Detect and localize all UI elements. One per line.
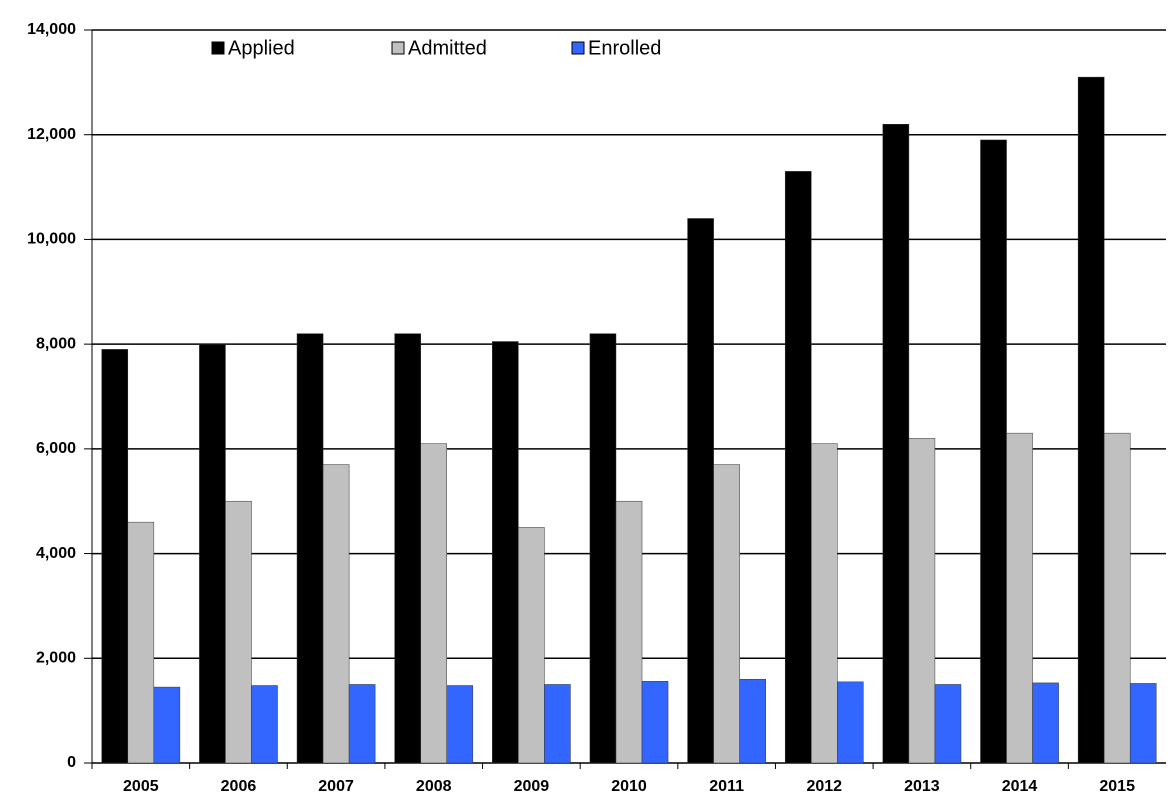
y-tick-label: 4,000 — [36, 545, 76, 562]
x-tick-label: 2013 — [904, 778, 940, 795]
bar — [713, 464, 740, 764]
bar — [101, 349, 129, 764]
legend-swatch — [391, 41, 405, 55]
y-tick-label: 0 — [67, 754, 76, 771]
bar — [641, 681, 669, 764]
x-tick-label: 2009 — [514, 778, 550, 795]
bar — [837, 681, 864, 764]
bar — [322, 464, 350, 764]
legend-label: Applied — [228, 37, 295, 59]
y-tick-label: 8,000 — [36, 335, 76, 352]
bar — [153, 686, 181, 764]
bar — [296, 333, 324, 764]
legend-swatch — [571, 41, 585, 55]
legend-label: Enrolled — [588, 37, 661, 59]
bar — [348, 684, 376, 764]
bar — [127, 521, 155, 764]
bar — [251, 685, 278, 764]
bar — [934, 684, 962, 764]
bar — [225, 500, 252, 764]
bar — [882, 123, 910, 764]
bar — [1103, 432, 1131, 764]
bar — [739, 678, 766, 764]
x-tick-label: 2008 — [416, 778, 452, 795]
bar — [394, 333, 421, 764]
bar — [687, 218, 714, 764]
y-tick-label: 2,000 — [36, 650, 76, 667]
y-tick-label: 10,000 — [27, 231, 76, 248]
x-tick-label: 2014 — [1002, 778, 1038, 795]
bar — [518, 527, 545, 764]
bar — [615, 500, 643, 764]
bar — [811, 443, 838, 764]
bar — [446, 685, 474, 764]
bar — [908, 438, 936, 764]
legend-label: Admitted — [408, 37, 487, 59]
bar — [420, 443, 447, 764]
bar — [1129, 683, 1157, 764]
x-tick-label: 2005 — [123, 778, 159, 795]
bar — [784, 171, 812, 764]
bar — [199, 343, 226, 764]
x-tick-label: 2007 — [318, 778, 354, 795]
bar — [544, 684, 571, 764]
bar — [1032, 682, 1059, 764]
x-tick-label: 2012 — [806, 778, 842, 795]
y-tick-label: 6,000 — [36, 440, 76, 457]
y-tick-label: 12,000 — [27, 126, 76, 143]
x-tick-label: 2010 — [611, 778, 647, 795]
bar — [589, 333, 617, 764]
x-tick-label: 2011 — [709, 778, 744, 795]
legend-swatch — [211, 41, 225, 55]
bar — [492, 341, 519, 764]
bar — [1077, 76, 1105, 764]
x-tick-label: 2006 — [221, 778, 257, 795]
x-tick-label: 2015 — [1099, 778, 1135, 795]
bar — [980, 139, 1007, 764]
y-tick-label: 14,000 — [27, 21, 76, 38]
bar — [1006, 432, 1033, 764]
